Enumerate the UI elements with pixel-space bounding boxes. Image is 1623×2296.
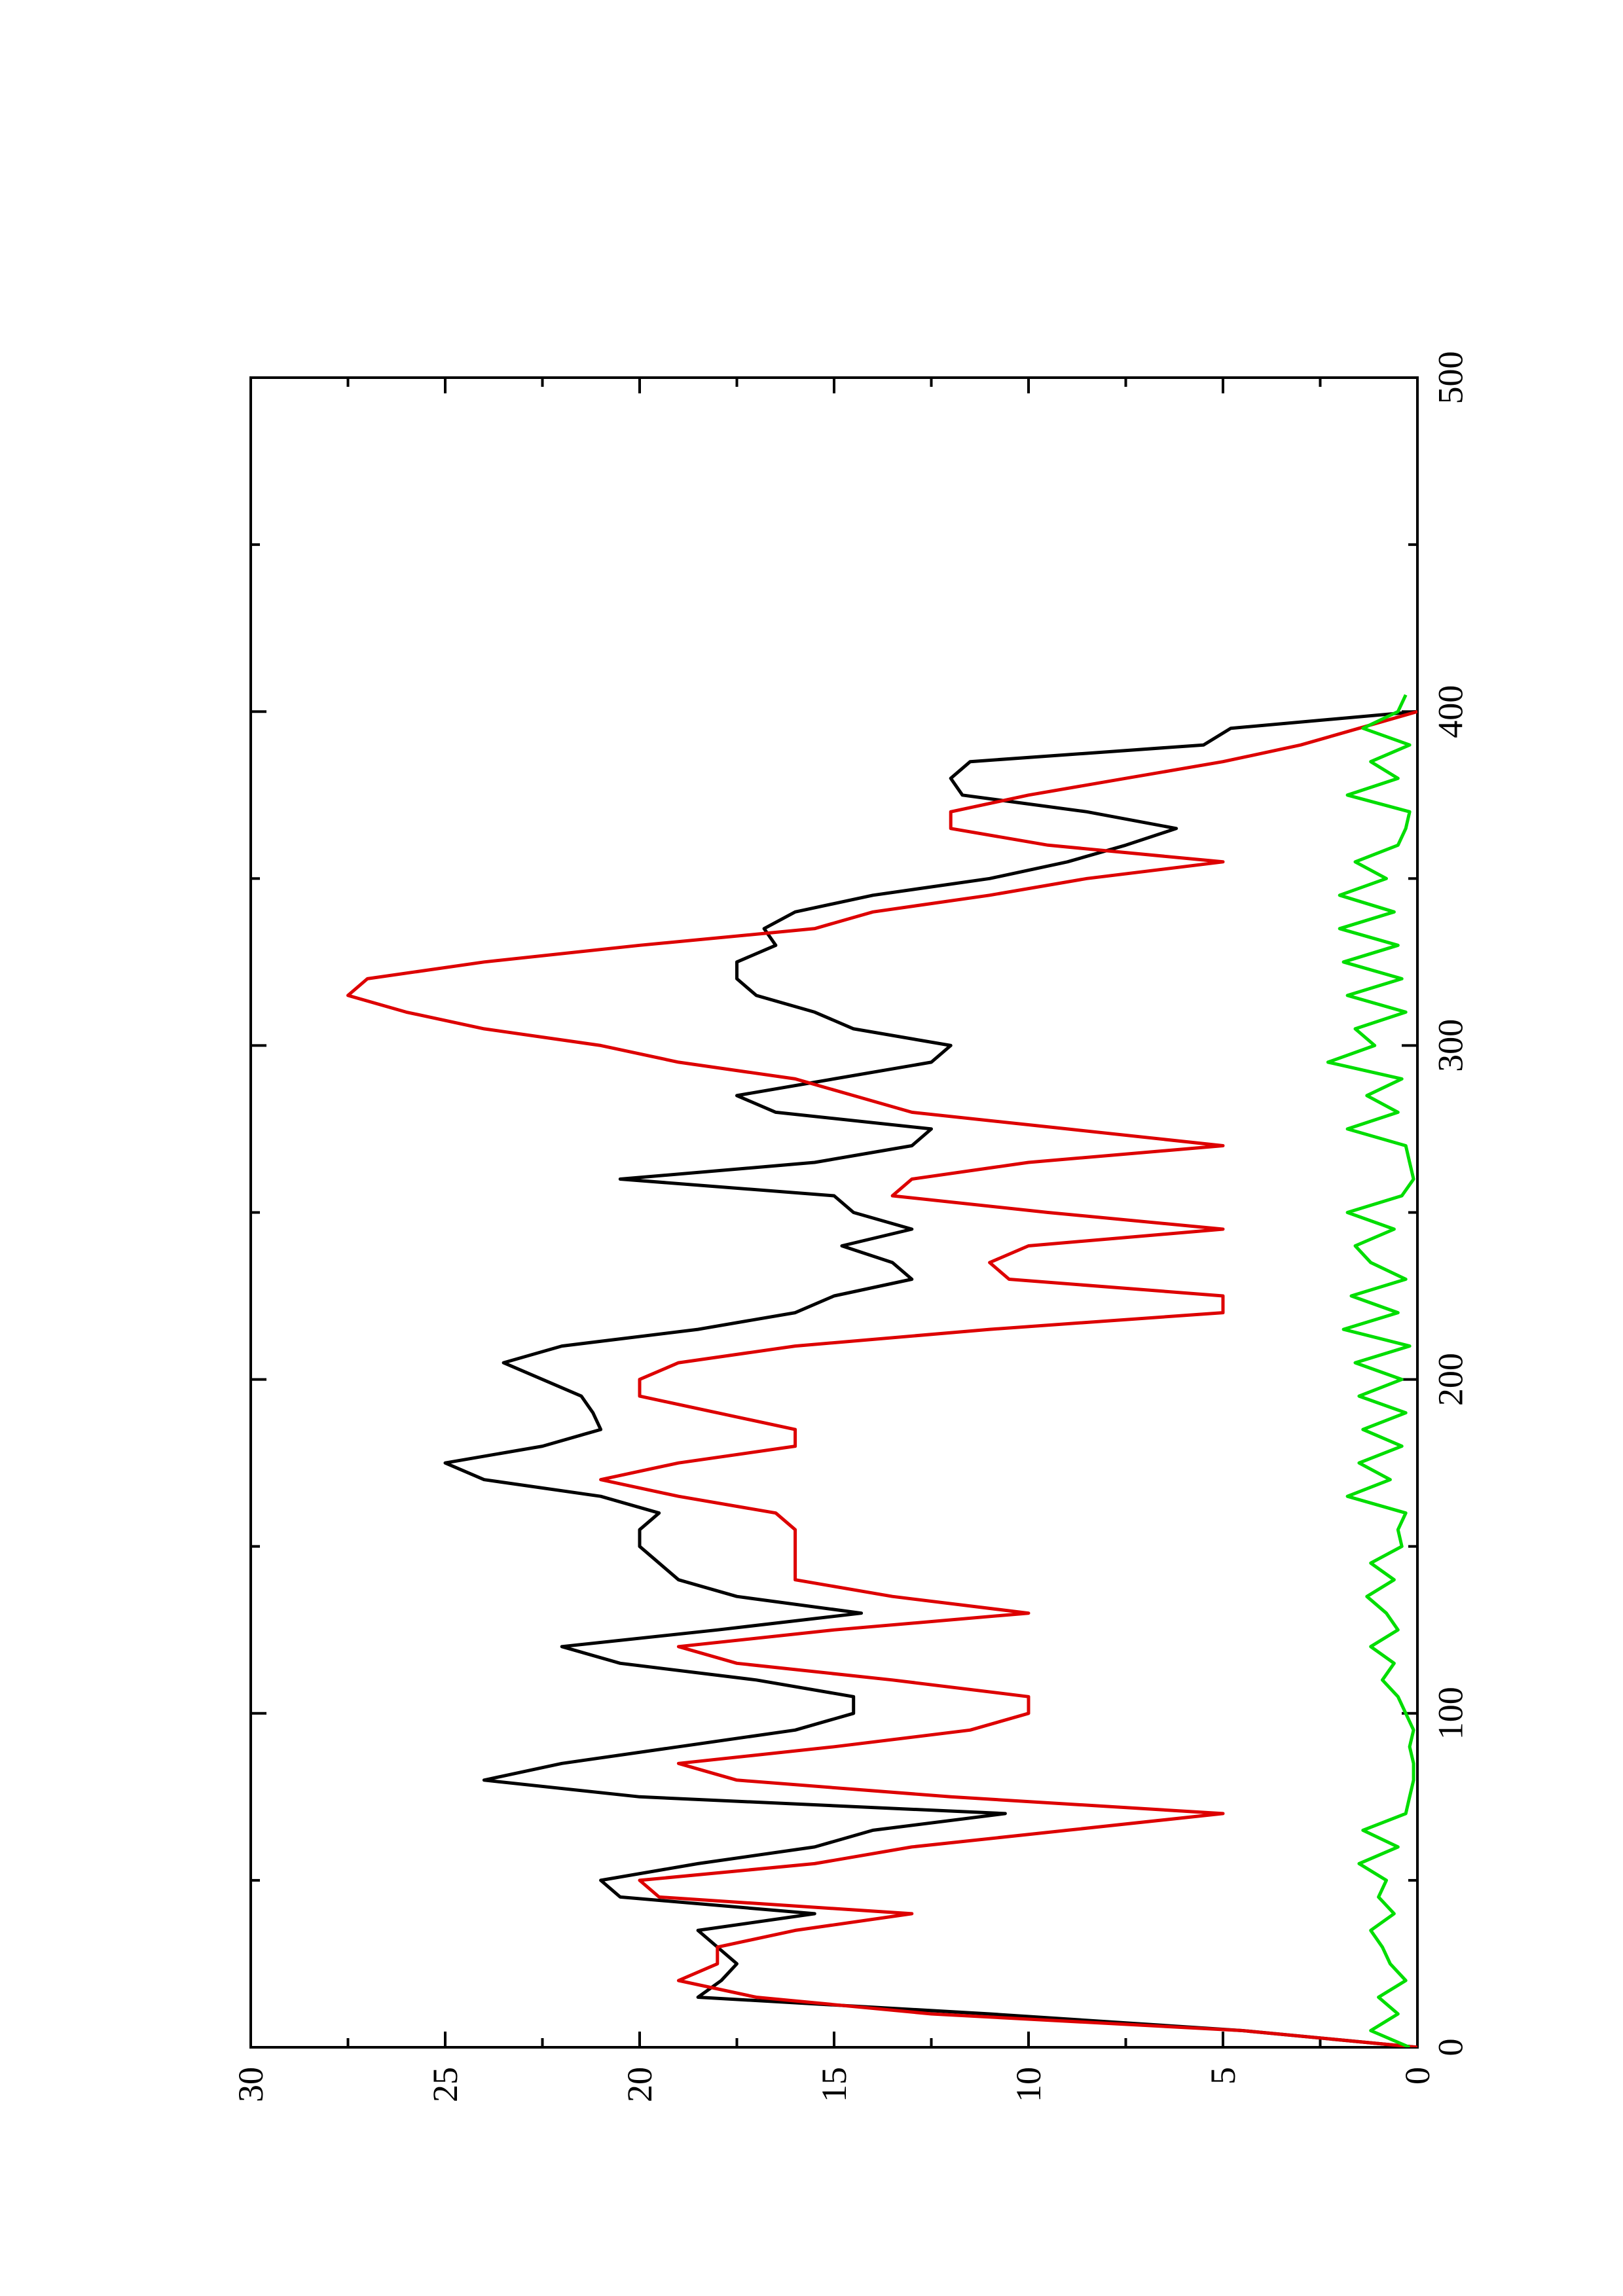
y-tick-label: 20 (620, 2067, 659, 2102)
y-tick-label: 0 (1398, 2067, 1437, 2085)
x-tick-label: 300 (1431, 1019, 1470, 1072)
x-tick-label: 0 (1431, 2039, 1470, 2056)
x-tick-label: 400 (1431, 685, 1470, 738)
y-tick-label: 30 (231, 2067, 270, 2102)
x-tick-label: 500 (1431, 351, 1470, 404)
x-tick-label: 200 (1431, 1353, 1470, 1406)
y-tick-label: 10 (1009, 2067, 1048, 2102)
plot-frame (249, 376, 1419, 2049)
series-layer (346, 694, 1417, 2047)
series-line-2 (346, 709, 1417, 2047)
tick-labels: 0 100 200 300 400 500 0 5 10 15 20 25 30 (231, 351, 1470, 2103)
y-tick-label: 15 (814, 2067, 854, 2102)
y-tick-label: 5 (1203, 2067, 1243, 2085)
series-line-3 (1326, 694, 1415, 2047)
x-tick-label: 100 (1431, 1687, 1470, 1740)
series-line-1 (443, 709, 1417, 2047)
axes (249, 376, 1419, 2049)
y-tick-label: 25 (426, 2067, 465, 2102)
